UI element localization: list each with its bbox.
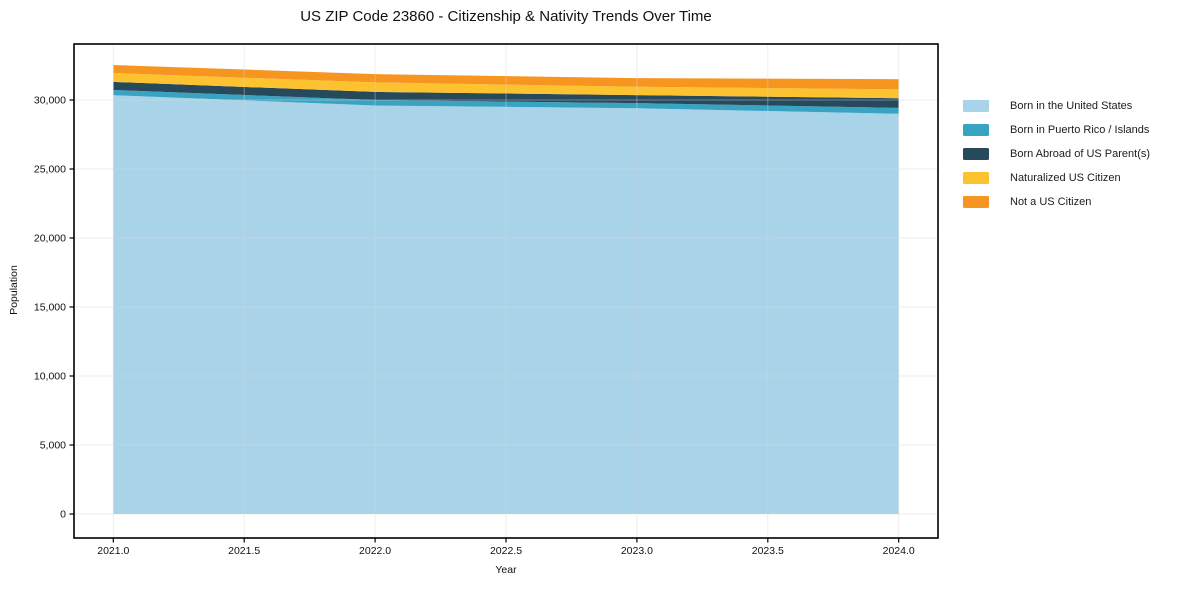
y-tick-label: 20,000 bbox=[34, 233, 66, 245]
x-tick-label: 2022.0 bbox=[359, 545, 391, 557]
legend-swatch-born_pr_islands bbox=[963, 124, 989, 137]
x-tick-label: 2023.5 bbox=[752, 545, 784, 557]
legend-item-born_pr_islands: Born in Puerto Rico / Islands bbox=[963, 124, 1150, 137]
legend-label: Not a US Citizen bbox=[1010, 195, 1092, 208]
legend-label: Naturalized US Citizen bbox=[1010, 171, 1121, 184]
area-born_us bbox=[113, 95, 899, 514]
legend-label: Born in Puerto Rico / Islands bbox=[1010, 123, 1150, 136]
area-not_citizen bbox=[113, 65, 899, 90]
x-tick-label: 2021.5 bbox=[228, 545, 260, 557]
legend-label: Born in the United States bbox=[1010, 99, 1133, 112]
legend-item-born_abroad: Born Abroad of US Parent(s) bbox=[963, 148, 1150, 161]
x-tick-label: 2021.0 bbox=[97, 545, 129, 557]
area-born_abroad bbox=[113, 81, 899, 108]
legend-item-born_us: Born in the United States bbox=[963, 100, 1150, 113]
chart-title: US ZIP Code 23860 - Citizenship & Nativi… bbox=[300, 8, 712, 25]
legend-swatch-born_abroad bbox=[963, 148, 989, 161]
y-tick-label: 30,000 bbox=[34, 95, 66, 107]
legend-label: Born Abroad of US Parent(s) bbox=[1010, 147, 1151, 160]
y-tick-label: 15,000 bbox=[34, 302, 66, 314]
y-tick-label: 25,000 bbox=[34, 164, 66, 176]
x-tick-label: 2023.0 bbox=[621, 545, 653, 557]
x-axis-label: Year bbox=[495, 564, 517, 576]
legend-item-naturalized: Naturalized US Citizen bbox=[963, 172, 1150, 185]
y-axis-label: Population bbox=[8, 265, 20, 315]
x-tick-label: 2022.5 bbox=[490, 545, 522, 557]
x-tick-label: 2024.0 bbox=[883, 545, 915, 557]
legend-item-not_citizen: Not a US Citizen bbox=[963, 196, 1150, 209]
legend-swatch-naturalized bbox=[963, 172, 989, 185]
legend-swatch-not_citizen bbox=[963, 196, 989, 209]
y-tick-label: 10,000 bbox=[34, 371, 66, 383]
area-born_pr_islands bbox=[113, 90, 899, 114]
y-tick-label: 0 bbox=[60, 509, 66, 521]
y-tick-label: 5,000 bbox=[40, 440, 66, 452]
legend-swatch-born_us bbox=[963, 100, 989, 113]
area-naturalized bbox=[113, 73, 899, 99]
legend: Born in the United States Born in Puerto … bbox=[963, 100, 1150, 209]
